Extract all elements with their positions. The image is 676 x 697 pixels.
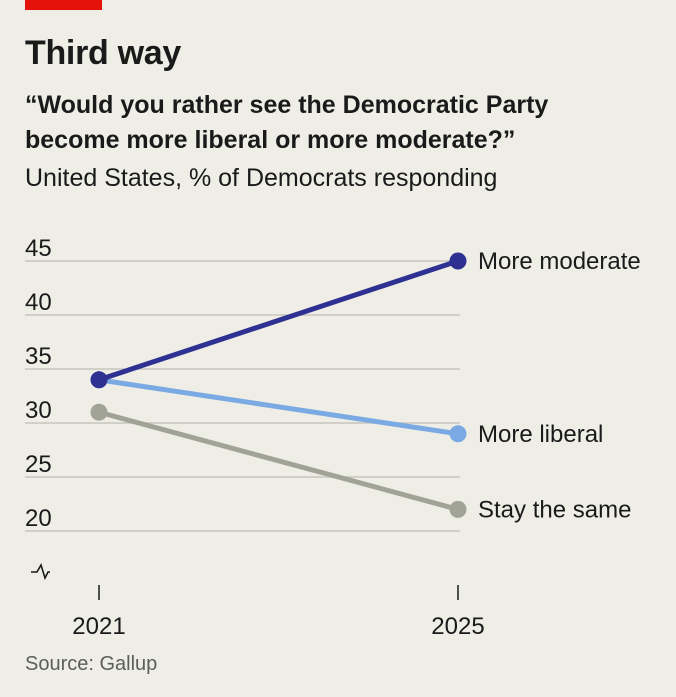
- line-more-moderate: [96, 258, 461, 383]
- label-more-liberal: More liberal: [478, 421, 603, 448]
- y-tick-label-40: 40: [25, 289, 52, 316]
- y-tick-label-30: 30: [25, 397, 52, 424]
- source-note: Source: Gallup: [25, 653, 158, 675]
- series-labels: More moderate More liberal Stay the same: [478, 248, 641, 523]
- axis-break-mark: [31, 562, 50, 581]
- point-stay-the-same-2025: [449, 500, 467, 518]
- chart-subtitle: “Would you rather see the Democratic Par…: [25, 88, 665, 158]
- chart-title: Third way: [25, 34, 181, 72]
- brand-accent-bar: [25, 0, 102, 10]
- point-stay-the-same-2021: [90, 403, 108, 421]
- x-tick-label-2021: 2021: [72, 613, 125, 640]
- line-stay-the-same: [96, 409, 461, 512]
- subtitle-line-2: become more liberal or more moderate?”: [25, 126, 516, 154]
- series-stay-the-same: [90, 403, 467, 518]
- point-more-moderate-2025: [449, 252, 467, 270]
- y-tick-label-20: 20: [25, 505, 52, 532]
- y-axis-ticks: 45 40 35 30 25 20: [25, 235, 52, 532]
- subtitle-line-1: “Would you rather see the Democratic Par…: [25, 91, 549, 119]
- chart-caption: United States, % of Democrats responding: [25, 164, 498, 192]
- series-more-liberal: [90, 371, 467, 443]
- series-lines: [90, 252, 467, 518]
- point-more-liberal-2025: [449, 425, 467, 443]
- y-tick-label-45: 45: [25, 235, 52, 262]
- x-axis: 2021 2025: [72, 585, 485, 640]
- gridlines: [25, 260, 460, 532]
- line-more-liberal: [96, 377, 461, 437]
- label-more-moderate: More moderate: [478, 248, 641, 275]
- y-tick-label-25: 25: [25, 451, 52, 478]
- point-more-moderate-2021: [90, 371, 108, 389]
- y-tick-label-35: 35: [25, 343, 52, 370]
- label-stay-the-same: Stay the same: [478, 496, 631, 523]
- x-tick-label-2025: 2025: [431, 613, 484, 640]
- series-more-moderate: [90, 252, 467, 389]
- axis-break: [31, 562, 50, 581]
